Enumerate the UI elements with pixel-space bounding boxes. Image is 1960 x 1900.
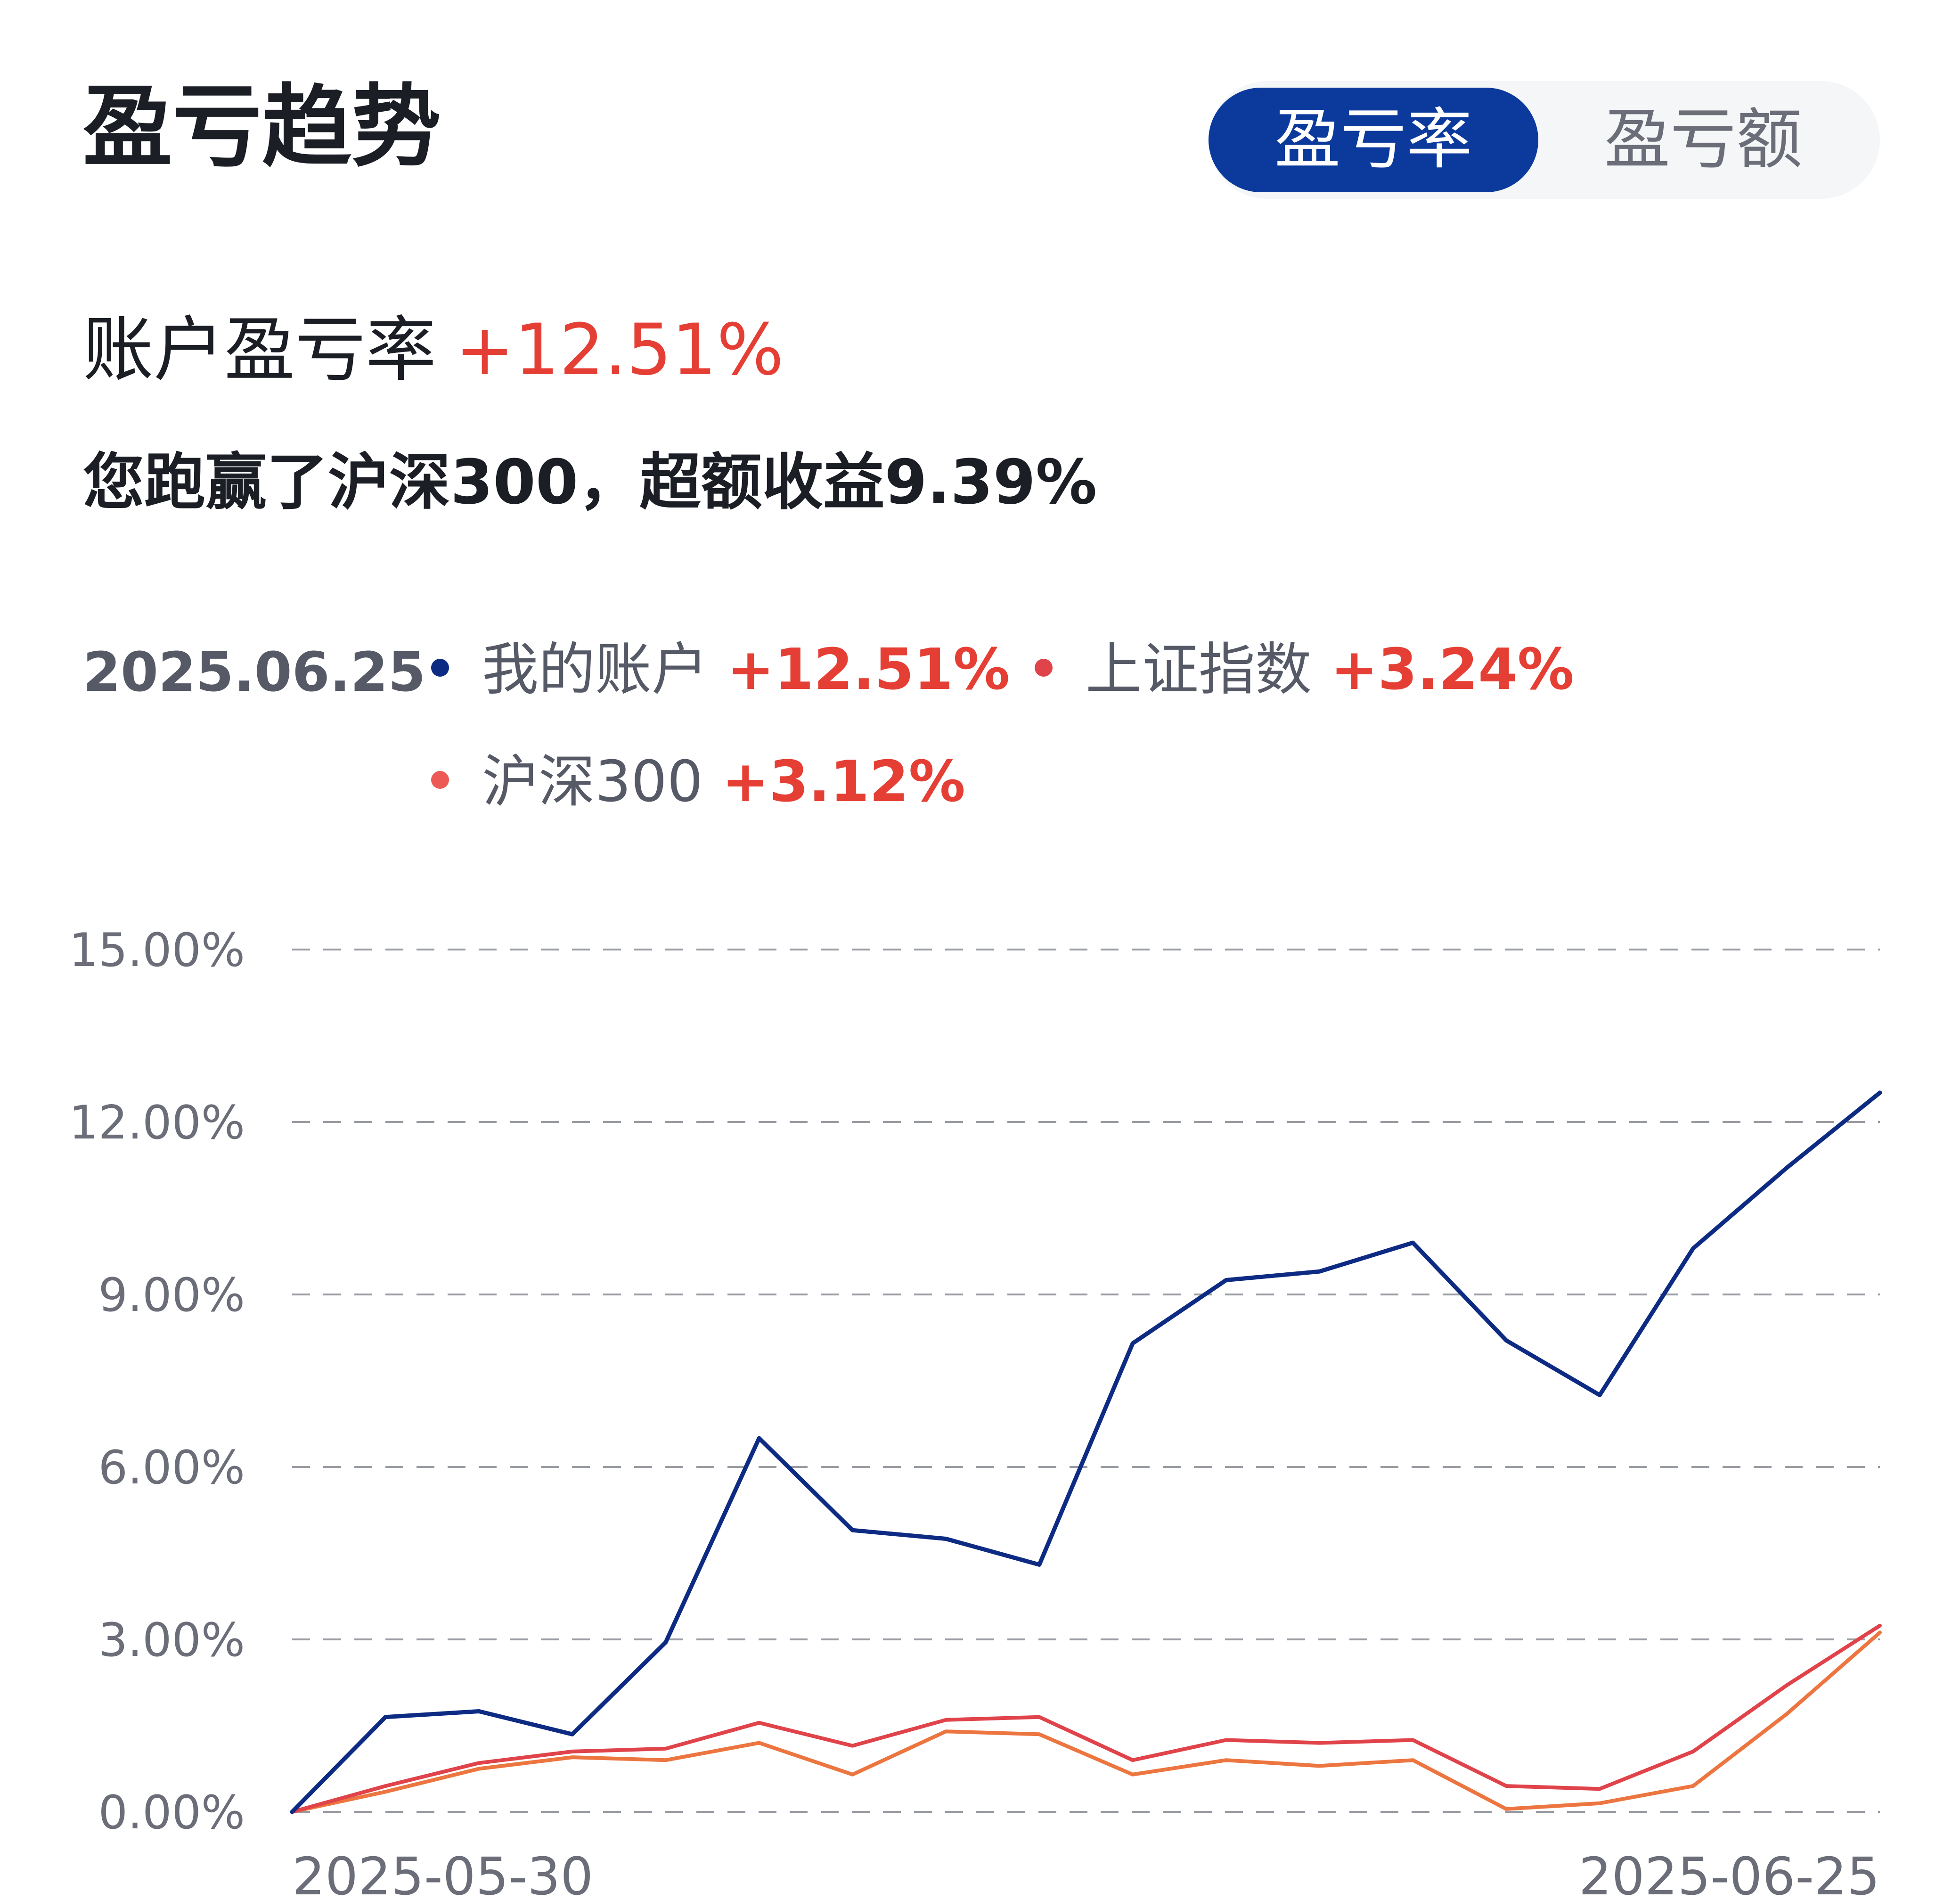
legend-date: 2025.06.25 xyxy=(83,641,426,704)
tab-profit-rate[interactable]: 盈亏率 xyxy=(1209,88,1538,192)
legend-value: +3.12% xyxy=(722,749,965,815)
series-sse-line xyxy=(290,1623,1882,1814)
series-csi300-line xyxy=(290,1630,1882,1814)
legend-label: 我的账户 xyxy=(482,637,708,703)
benchmark-note: 您跑赢了沪深300，超额收益9.39% xyxy=(83,446,1097,518)
x-tick-label: 2025-05-30 xyxy=(292,1846,593,1900)
summary-value: +12.51% xyxy=(455,309,784,391)
y-tick-label: 12.00% xyxy=(69,1096,245,1150)
x-tick-label: 2025-06-25 xyxy=(1579,1846,1880,1900)
tab-profit-amount[interactable]: 盈亏额 xyxy=(1604,101,1802,178)
legend-item-csi300: 沪深300 +3.12% xyxy=(431,754,965,811)
y-tick-label: 3.00% xyxy=(98,1613,245,1667)
legend-label: 沪深300 xyxy=(482,749,703,815)
metric-toggle: 盈亏率 盈亏额 xyxy=(1209,81,1880,199)
legend-item-account: 我的账户 +12.51% xyxy=(431,642,1010,698)
legend-dot-icon xyxy=(431,771,449,789)
legend-dot-icon xyxy=(1035,659,1053,677)
legend-value: +3.24% xyxy=(1331,637,1574,703)
legend-dot-icon xyxy=(431,659,449,677)
y-tick-label: 6.00% xyxy=(98,1441,245,1495)
y-tick-label: 0.00% xyxy=(98,1786,245,1840)
series-account-line xyxy=(290,1090,1882,1814)
legend-value: +12.51% xyxy=(727,637,1010,703)
legend-label: 上证指数 xyxy=(1086,637,1312,703)
summary-label: 账户盈亏率 xyxy=(83,309,437,391)
y-tick-label: 9.00% xyxy=(98,1269,245,1322)
account-summary: 账户盈亏率 +12.51% xyxy=(83,315,784,385)
y-tick-label: 15.00% xyxy=(69,924,245,977)
page-title: 盈亏趋势 xyxy=(83,75,441,179)
legend-item-sse: 上证指数 +3.24% xyxy=(1035,642,1574,698)
